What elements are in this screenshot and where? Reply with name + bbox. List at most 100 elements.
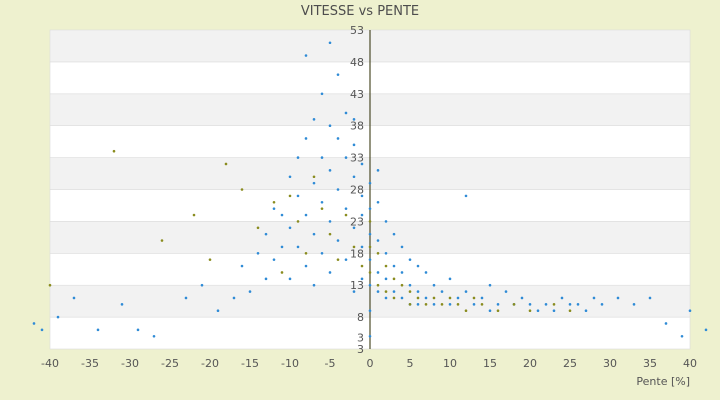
data-point	[600, 303, 604, 306]
data-point	[256, 226, 260, 230]
y-tick-label: 53	[350, 24, 364, 37]
data-point	[392, 296, 396, 300]
data-point	[360, 194, 364, 198]
data-point	[296, 245, 300, 249]
data-point	[512, 303, 516, 306]
data-point	[328, 220, 332, 223]
data-point	[264, 232, 268, 236]
x-tick-label: 5	[407, 357, 414, 370]
x-axis-label: Pente [%]	[636, 375, 690, 388]
data-point	[704, 328, 708, 332]
data-point	[368, 258, 372, 261]
data-point	[48, 283, 52, 287]
data-point	[352, 245, 356, 249]
data-point	[376, 169, 380, 172]
data-point	[280, 271, 284, 274]
data-point	[440, 290, 444, 293]
data-point	[616, 296, 620, 300]
data-point	[448, 303, 452, 306]
data-point	[256, 252, 260, 255]
data-point	[368, 245, 372, 249]
data-point	[288, 175, 292, 179]
data-point	[392, 277, 396, 281]
x-tick-label: -20	[201, 357, 219, 370]
x-ticks: -40 -35 -30 -25 -20 -15 -10 -5 0 5 10 15 20 25 30 35 40	[41, 357, 697, 370]
data-point	[568, 303, 572, 306]
data-point	[480, 296, 484, 300]
data-point	[360, 213, 364, 217]
data-point	[416, 296, 420, 300]
data-point	[584, 309, 588, 313]
data-point	[560, 296, 564, 300]
x-tick-label: 25	[563, 357, 577, 370]
data-point	[520, 296, 524, 300]
data-point	[536, 309, 540, 313]
data-point	[464, 309, 468, 313]
data-point	[312, 283, 316, 287]
data-point	[312, 232, 316, 236]
data-point	[56, 315, 60, 319]
data-point	[432, 303, 436, 306]
data-point	[344, 207, 348, 210]
data-point	[296, 220, 300, 223]
data-point	[440, 303, 444, 306]
data-point	[304, 264, 308, 268]
data-point	[120, 303, 124, 306]
data-point	[264, 277, 268, 281]
x-tick-label: 10	[443, 357, 457, 370]
data-point	[368, 232, 372, 236]
data-point	[96, 328, 100, 332]
data-point	[320, 156, 324, 159]
data-point	[424, 271, 428, 274]
data-point	[336, 258, 340, 261]
data-point	[648, 296, 652, 300]
data-point	[376, 283, 380, 287]
data-point	[40, 328, 44, 332]
x-tick-label: -25	[161, 357, 179, 370]
data-point	[400, 271, 404, 274]
data-point	[288, 226, 292, 230]
data-point	[376, 290, 380, 293]
data-point	[488, 309, 492, 313]
x-tick-label: -10	[281, 357, 299, 370]
data-point	[320, 92, 324, 96]
data-point	[408, 283, 412, 287]
data-point	[368, 283, 372, 287]
data-point	[544, 303, 548, 306]
data-point	[224, 162, 228, 166]
x-tick-label: -15	[241, 357, 259, 370]
data-point	[296, 194, 300, 198]
data-point	[32, 322, 36, 325]
data-point	[528, 309, 532, 313]
data-point	[424, 303, 428, 306]
data-point	[448, 277, 452, 281]
data-point	[400, 245, 404, 249]
data-point	[504, 290, 508, 293]
data-point	[576, 303, 580, 306]
data-point	[368, 309, 372, 313]
x-tick-label: 40	[683, 357, 697, 370]
data-point	[312, 175, 316, 179]
data-point	[208, 258, 212, 261]
data-point	[384, 220, 388, 223]
y-tick-label: 18	[350, 247, 364, 260]
data-point	[328, 41, 332, 45]
data-point	[248, 290, 252, 293]
data-point	[312, 181, 316, 185]
data-point	[592, 296, 596, 300]
data-point	[352, 226, 356, 230]
data-point	[664, 322, 668, 325]
data-point	[304, 137, 308, 140]
data-point	[416, 290, 420, 293]
data-point	[352, 118, 356, 121]
data-point	[136, 328, 140, 332]
data-point	[528, 303, 532, 306]
data-point	[304, 252, 308, 255]
data-point	[312, 118, 316, 121]
y-tick-label: 48	[350, 56, 364, 69]
data-point	[200, 283, 204, 287]
data-point	[480, 303, 484, 306]
x-tick-label: -30	[121, 357, 139, 370]
data-point	[320, 207, 324, 210]
